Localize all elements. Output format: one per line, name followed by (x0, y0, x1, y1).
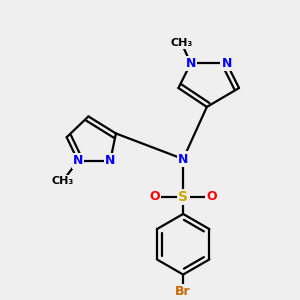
Text: Br: Br (175, 285, 191, 298)
Text: CH₃: CH₃ (52, 176, 74, 186)
Text: N: N (73, 154, 83, 167)
Text: O: O (149, 190, 160, 203)
Text: N: N (105, 154, 116, 167)
Text: N: N (185, 57, 196, 70)
Text: O: O (206, 190, 217, 203)
Text: N: N (178, 152, 188, 166)
Text: S: S (178, 190, 188, 204)
Text: CH₃: CH₃ (170, 38, 192, 48)
Text: N: N (221, 57, 232, 70)
